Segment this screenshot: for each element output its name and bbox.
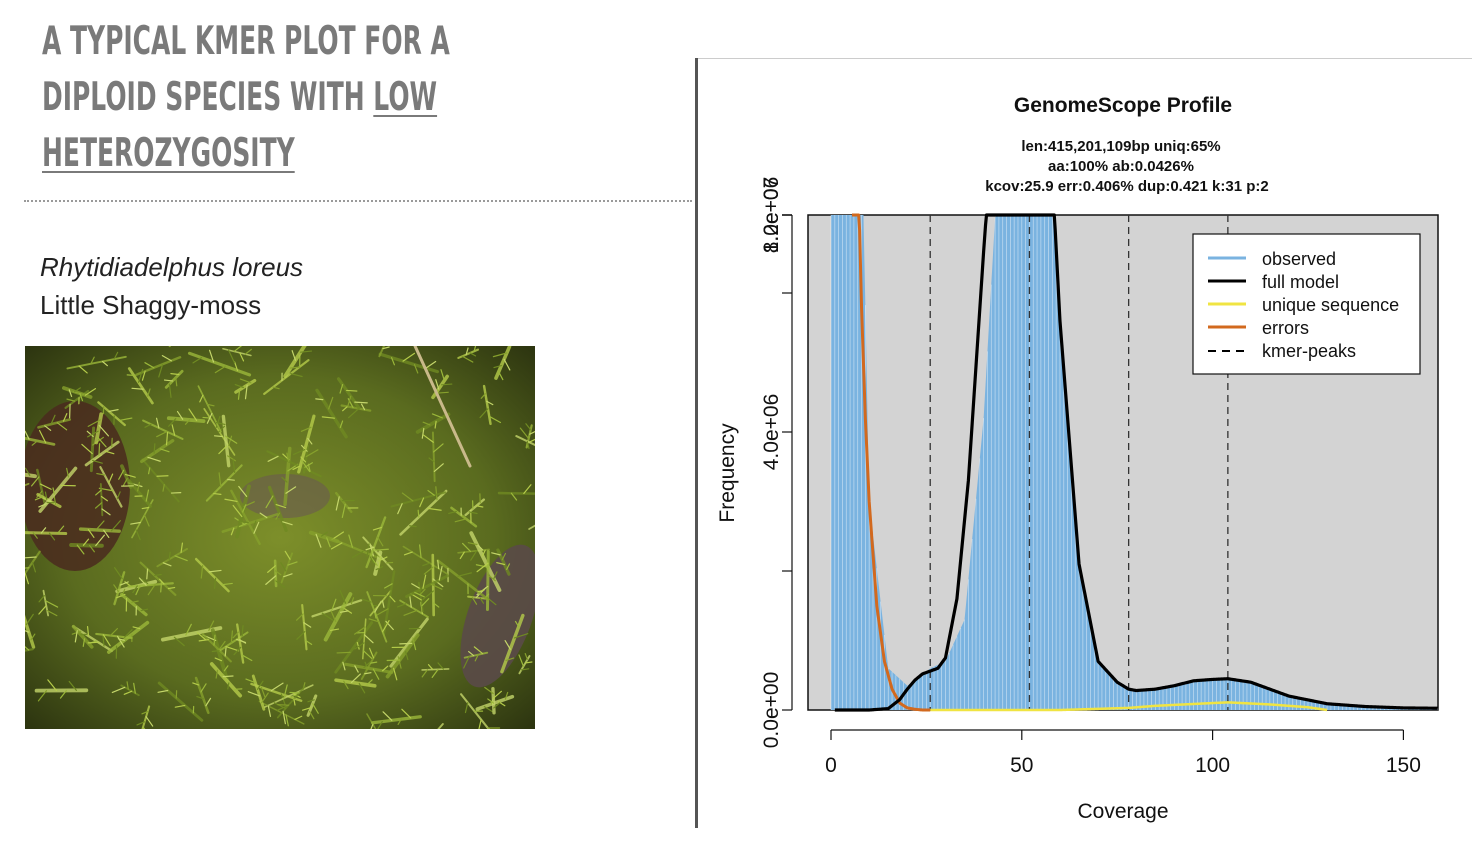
species-latin-name: Rhytidiadelphus loreus — [40, 252, 304, 282]
legend-label-errors: errors — [1262, 318, 1309, 338]
title-line-2: DIPLOID SPECIES WITH LOW — [42, 70, 452, 126]
chart-subtitle-line-1: len:415,201,109bp uniq:65% — [1021, 138, 1220, 155]
chart-title: GenomeScope Profile — [1014, 94, 1232, 117]
x-tick-label: 50 — [1010, 754, 1033, 777]
legend-label-unique-sequence: unique sequence — [1262, 295, 1399, 315]
unique-sequence-line — [929, 701, 1328, 712]
observed-area — [831, 215, 1438, 710]
full-model-line — [834, 213, 1439, 712]
legend: observed full model unique sequence erro… — [1192, 233, 1421, 375]
moss-photo — [25, 346, 535, 729]
x-axis-label: Coverage — [1077, 800, 1168, 823]
legend-label-observed: observed — [1262, 249, 1336, 269]
title-line-2-text: DIPLOID SPECIES WITH — [42, 75, 374, 120]
title-line-3-underlined: HETEROZYGOSITY — [42, 131, 295, 176]
title-line-1: A TYPICAL KMER PLOT FOR A — [42, 19, 450, 64]
moss-photo-illustration — [25, 346, 535, 729]
panel-top-border — [698, 58, 1472, 59]
x-tick-label: 0 — [825, 754, 837, 777]
legend-label-full-model: full model — [1262, 272, 1339, 292]
y-tick-label: 8.0e+06 — [760, 177, 783, 254]
x-tick-label: 150 — [1386, 754, 1421, 777]
x-tick-label: 100 — [1195, 754, 1230, 777]
panel-separator — [695, 58, 698, 828]
title-line-2-underlined: LOW — [373, 75, 438, 120]
kmer-peaks-series — [929, 215, 1229, 710]
chart-subtitle-line-3: kcov:25.9 err:0.406% dup:0.421 k:31 p:2 — [985, 178, 1268, 195]
legend-label-kmer-peaks: kmer-peaks — [1262, 341, 1356, 361]
errors-line — [851, 213, 931, 712]
dotted-divider — [24, 200, 692, 202]
y-tick-label: 0.0e+00 — [760, 672, 783, 749]
title-line-3: HETEROZYGOSITY — [42, 126, 452, 182]
axes: 0 50 100 150 0.0e+00 4.0e+06 8.0e+061.2e+07 — [760, 177, 1421, 777]
y-tick-label: 1.2e+07 — [760, 177, 783, 254]
y-tick-label: 4.0e+06 — [760, 394, 783, 471]
genomescope-chart: GenomeScope Profile len:415,201,109bp un… — [716, 94, 1439, 823]
species-common-name: Little Shaggy-moss — [40, 290, 262, 320]
observed-series — [830, 215, 1439, 710]
model-lines — [834, 213, 1439, 712]
chart-subtitle-line-2: aa:100% ab:0.0426% — [1048, 158, 1194, 175]
slide-title: A TYPICAL KMER PLOT FOR A DIPLOID SPECIE… — [42, 14, 452, 182]
y-axis-label: Frequency — [716, 423, 739, 523]
